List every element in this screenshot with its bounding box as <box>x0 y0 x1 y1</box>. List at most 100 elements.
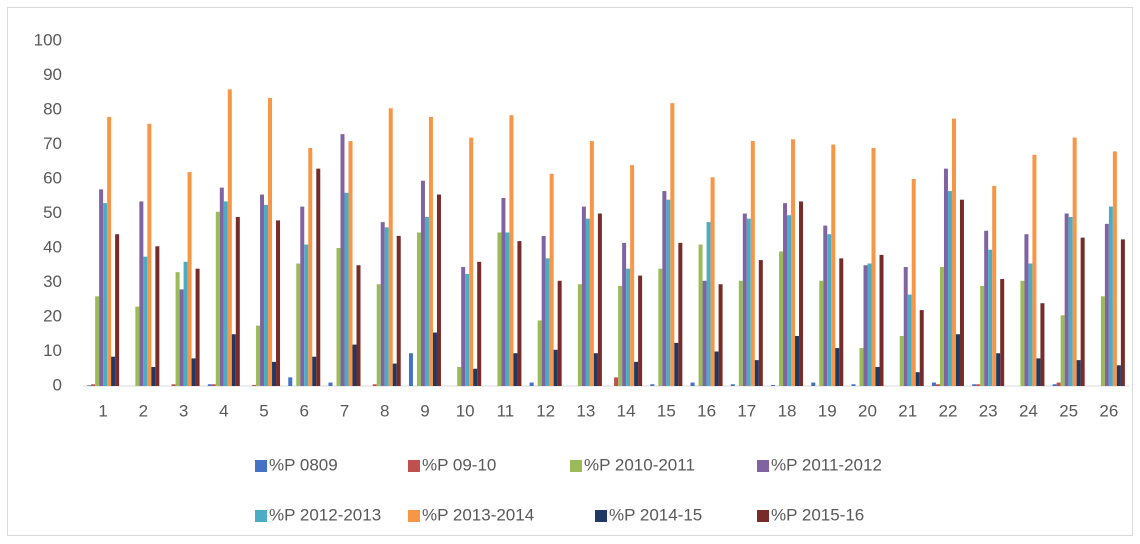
legend-swatch <box>408 510 420 522</box>
legend-label: %P 2015-16 <box>771 505 864 524</box>
y-tick-label: 60 <box>43 168 62 187</box>
bar <box>614 377 619 386</box>
bar <box>501 197 506 386</box>
bar <box>589 141 594 386</box>
bar <box>497 232 502 386</box>
bar <box>955 334 960 386</box>
bar <box>557 280 562 386</box>
bar <box>372 384 377 386</box>
bar <box>537 320 542 386</box>
x-tick-label: 16 <box>697 401 716 420</box>
bar <box>541 235 546 386</box>
bar <box>396 235 401 386</box>
bar <box>634 361 639 386</box>
bar <box>227 89 232 387</box>
bar <box>457 367 462 386</box>
bar <box>939 266 944 386</box>
legend-swatch <box>570 460 582 472</box>
bar <box>702 280 707 386</box>
bar <box>352 344 357 386</box>
bar <box>851 384 856 386</box>
x-tick-label: 5 <box>259 401 268 420</box>
bar <box>585 218 590 386</box>
bar <box>264 204 269 386</box>
bar <box>1056 382 1061 386</box>
bar <box>787 215 792 386</box>
bar <box>871 147 876 386</box>
bar <box>674 342 679 386</box>
bar <box>91 384 96 386</box>
bar <box>738 280 743 386</box>
bar <box>1108 206 1113 386</box>
bar <box>408 353 413 386</box>
bar <box>666 199 671 386</box>
bar <box>1080 237 1085 386</box>
bar <box>1020 280 1025 386</box>
x-tick-label: 10 <box>456 401 475 420</box>
bar <box>750 141 755 386</box>
bar <box>505 232 510 386</box>
bar <box>469 137 474 386</box>
y-tick-label: 100 <box>34 30 62 49</box>
bar <box>549 173 554 386</box>
bar <box>827 234 832 386</box>
bar <box>935 384 940 386</box>
bar <box>618 285 623 386</box>
bar <box>103 203 108 386</box>
legend-swatch <box>255 460 267 472</box>
bar <box>95 296 100 386</box>
legend-swatch <box>757 460 769 472</box>
bar <box>1120 239 1125 386</box>
bar <box>111 356 116 386</box>
bar <box>907 294 912 386</box>
bar <box>903 266 908 386</box>
x-tick-label: 3 <box>179 401 188 420</box>
legend-swatch <box>255 510 267 522</box>
x-tick-label: 17 <box>737 401 756 420</box>
bar <box>622 242 627 386</box>
bar <box>1036 358 1041 386</box>
bar <box>867 263 872 386</box>
bar <box>143 256 148 386</box>
bar <box>911 179 916 386</box>
bar <box>300 206 305 386</box>
bar <box>340 134 345 386</box>
bar <box>1100 296 1105 386</box>
bar <box>513 353 518 386</box>
legend-label: %P 2013-2014 <box>422 505 534 524</box>
bar <box>465 273 470 386</box>
bar <box>420 180 425 386</box>
bar <box>252 384 257 386</box>
bar <box>947 191 952 386</box>
bar <box>799 201 804 386</box>
x-tick-label: 26 <box>1099 401 1118 420</box>
bar <box>1060 315 1065 386</box>
bar <box>195 268 200 386</box>
bar <box>742 213 747 386</box>
bar <box>1112 151 1117 386</box>
legend-label: %P 2012-2013 <box>269 505 381 524</box>
bar <box>509 115 514 387</box>
bar <box>231 334 236 386</box>
bar <box>730 384 735 386</box>
bar <box>296 263 301 386</box>
bar <box>344 192 349 386</box>
bar <box>1076 360 1081 386</box>
y-tick-label: 10 <box>43 341 62 360</box>
legend-label: %P 2011-2012 <box>771 455 882 474</box>
bar <box>839 258 844 386</box>
bar <box>758 260 763 386</box>
bar <box>428 116 433 387</box>
bar <box>155 246 160 386</box>
bar <box>658 268 663 386</box>
bar <box>1028 263 1033 386</box>
bar <box>1064 213 1069 386</box>
legend-label: %P 09-10 <box>422 455 496 474</box>
bar <box>811 382 816 386</box>
y-tick-label: 40 <box>43 237 62 256</box>
bar <box>823 225 828 386</box>
bar <box>304 244 309 386</box>
y-tick-label: 0 <box>53 375 62 394</box>
bar <box>714 351 719 386</box>
bar <box>771 384 776 386</box>
